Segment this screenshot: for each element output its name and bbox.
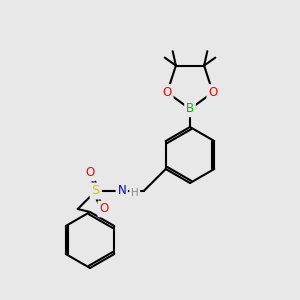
Text: O: O (85, 167, 94, 179)
Text: B: B (186, 103, 194, 116)
Text: H: H (131, 188, 139, 198)
Text: O: O (163, 86, 172, 99)
Text: N: N (117, 184, 126, 197)
Text: O: O (99, 202, 108, 215)
Text: O: O (208, 86, 218, 99)
Text: S: S (92, 184, 100, 197)
